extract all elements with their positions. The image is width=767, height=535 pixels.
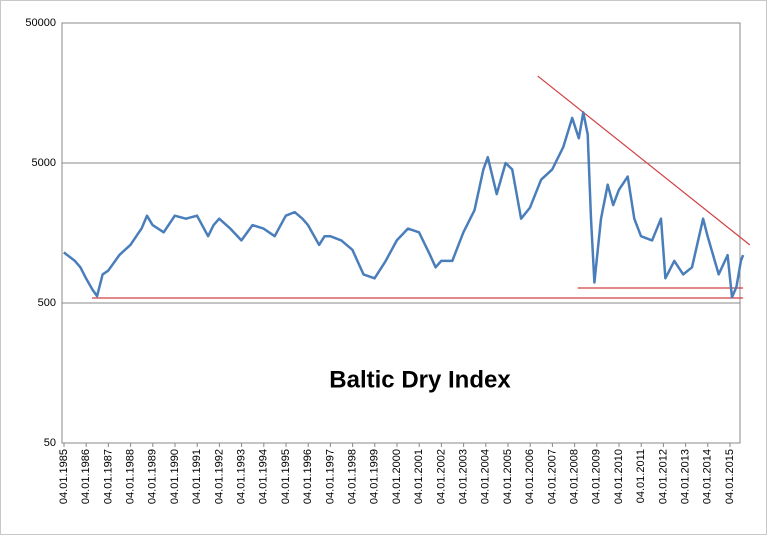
x-tick-label: 04.01.1985	[58, 449, 70, 504]
x-tick-label: 04.01.2012	[657, 449, 669, 504]
x-tick-label: 04.01.1992	[213, 449, 225, 504]
x-tick-label: 04.01.1997	[324, 449, 336, 504]
trend-line	[537, 75, 751, 246]
x-tick-label: 04.01.2015	[724, 449, 736, 504]
x-tick-label: 04.01.2005	[502, 449, 514, 504]
x-tick-label: 04.01.2004	[480, 449, 492, 504]
x-tick-label: 04.01.1987	[102, 449, 114, 504]
x-tick-label: 04.01.2013	[680, 449, 692, 504]
x-tick-label: 04.01.2014	[702, 449, 714, 504]
x-tick-label: 04.01.1995	[280, 449, 292, 504]
x-tick-label: 04.01.1990	[169, 449, 181, 504]
x-tick-label: 04.01.1996	[302, 449, 314, 504]
x-tick-label: 04.01.2007	[546, 449, 558, 504]
x-tick-label: 04.01.2011	[635, 449, 647, 503]
x-tick-label: 04.01.2003	[458, 449, 470, 504]
y-tick-label: 50000	[25, 17, 56, 29]
x-tick-label: 04.01.1998	[347, 449, 359, 504]
x-tick-label: 04.01.2002	[435, 449, 447, 504]
x-tick-label: 04.01.2009	[591, 449, 603, 504]
x-tick-label: 04.01.2008	[569, 449, 581, 504]
y-tick-label: 50	[44, 437, 56, 449]
x-tick-label: 04.01.2001	[413, 449, 425, 504]
x-tick-label: 04.01.2006	[524, 449, 536, 504]
chart-title: Baltic Dry Index	[329, 366, 511, 393]
data-line	[63, 111, 745, 299]
y-tick-label: 5000	[32, 157, 56, 169]
x-tick-label: 04.01.1989	[147, 449, 159, 504]
x-tick-label: 04.01.2010	[613, 449, 625, 504]
x-tick-label: 04.01.2000	[391, 449, 403, 504]
x-tick-label: 04.01.1993	[236, 449, 248, 504]
plot-area	[61, 22, 741, 444]
x-tick-label: 04.01.1988	[125, 449, 137, 504]
x-tick-label: 04.01.1999	[369, 449, 381, 504]
x-tick-label: 04.01.1994	[258, 449, 270, 504]
x-tick-label: 04.01.1986	[80, 449, 92, 504]
y-tick-label: 500	[38, 297, 56, 309]
x-tick-label: 04.01.1991	[191, 449, 203, 504]
